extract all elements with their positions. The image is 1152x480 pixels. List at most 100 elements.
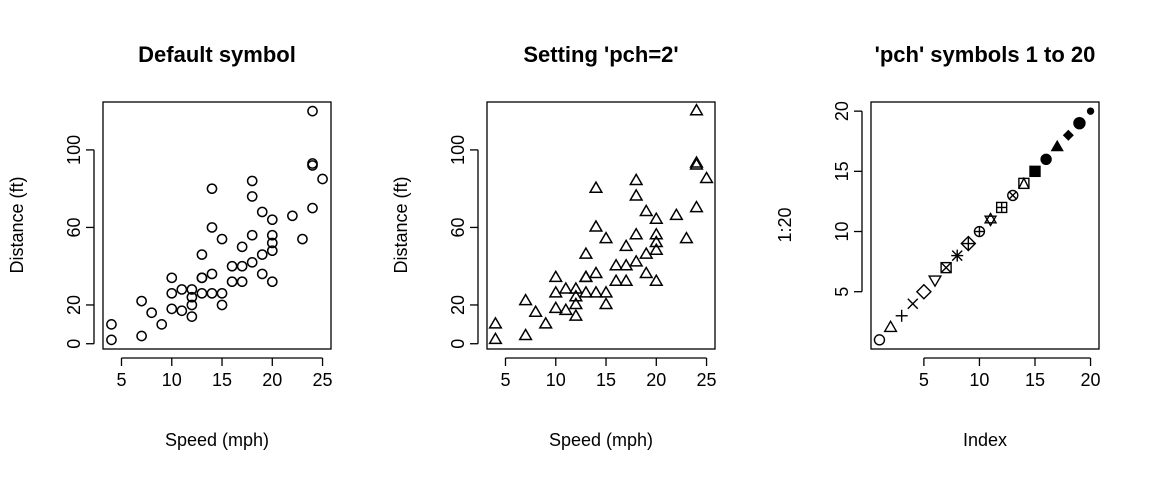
pch-1-point: [873, 334, 886, 346]
y-tick-label: 60: [448, 217, 468, 237]
data-point: [206, 268, 218, 280]
data-point: [196, 272, 208, 284]
y-tick-label: 60: [64, 217, 84, 237]
data-point: [236, 260, 248, 272]
panel-pch-symbols: 'pch' symbols 1 to 20 Index 1:20 5 10 15 20…: [775, 42, 1101, 450]
y-tick-label: 0: [64, 339, 84, 349]
data-point: [629, 227, 644, 240]
data-point: [176, 305, 188, 317]
data-point: [166, 287, 178, 299]
data-point: [639, 265, 654, 279]
pch-3-point: [895, 309, 908, 322]
data-point: [166, 303, 178, 315]
data-point: [568, 308, 584, 321]
x-axis: 5 10 15 20 25: [116, 357, 333, 390]
data-point: [307, 158, 318, 169]
x-tick-label: 25: [313, 370, 333, 390]
data-point: [236, 241, 248, 253]
x-tick-label: 20: [1081, 370, 1101, 390]
y-axis: 5 10 15 20: [832, 101, 863, 297]
data-points: [488, 103, 714, 345]
pch-8-point: [951, 249, 964, 262]
data-point: [689, 157, 704, 170]
chart-title: Default symbol: [138, 42, 296, 67]
data-point: [649, 273, 664, 287]
data-point: [649, 234, 664, 248]
y-axis-label: 1:20: [775, 207, 795, 242]
panel-pch-2: Setting 'pch=2' Speed (mph) Distance (ft…: [391, 42, 717, 450]
data-point: [689, 155, 704, 168]
x-tick-label: 15: [596, 370, 616, 390]
data-point: [156, 318, 168, 330]
y-tick-label: 10: [832, 222, 852, 242]
x-tick-label: 20: [646, 370, 666, 390]
data-point: [669, 207, 684, 221]
x-tick-label: 5: [116, 370, 126, 390]
y-tick-label: 20: [448, 295, 468, 315]
y-axis: 0 20 60 100: [448, 135, 479, 349]
pch-2-point: [883, 319, 898, 333]
data-point: [246, 229, 258, 241]
data-point: [186, 311, 198, 322]
data-point: [246, 256, 258, 268]
pch-14-point: [1018, 176, 1030, 190]
x-tick-label: 25: [697, 370, 717, 390]
data-point: [568, 281, 584, 294]
data-point: [629, 254, 644, 267]
data-point: [206, 222, 218, 233]
y-tick-label: 100: [448, 135, 468, 165]
x-axis-label: Index: [963, 430, 1007, 450]
x-axis: 5 10 15 20 25: [500, 357, 717, 390]
data-point: [196, 249, 208, 260]
x-tick-label: 15: [212, 370, 232, 390]
data-point: [689, 200, 704, 213]
plot-frame: [486, 101, 716, 350]
x-tick-label: 10: [162, 370, 182, 390]
data-point: [226, 260, 238, 272]
data-point: [216, 287, 228, 299]
x-axis: 5 10 15 20: [919, 357, 1101, 390]
pch-6-point: [927, 275, 943, 288]
y-axis-label: Distance (ft): [391, 176, 411, 273]
data-point: [618, 273, 634, 287]
data-point: [256, 206, 268, 218]
pch-10-point: [973, 225, 986, 238]
data-point: [639, 246, 654, 259]
pch-12-point: [995, 201, 1008, 214]
x-tick-label: 5: [919, 370, 929, 390]
pch-19-point: [1073, 116, 1086, 130]
x-axis-label: Speed (mph): [165, 430, 269, 450]
plot-frame: [870, 101, 1100, 350]
x-tick-label: 20: [262, 370, 282, 390]
data-point: [608, 258, 624, 271]
data-point: [186, 299, 198, 311]
data-point: [176, 284, 188, 295]
data-point: [287, 210, 298, 222]
data-point: [488, 331, 503, 345]
y-tick-label: 5: [832, 287, 852, 297]
data-point: [186, 284, 198, 295]
chart-title: Setting 'pch=2': [523, 42, 678, 67]
panel-default-symbol: Default symbol Speed (mph) Distance (ft)…: [7, 42, 333, 450]
data-point: [488, 316, 503, 329]
data-point: [106, 318, 117, 330]
data-point: [186, 291, 198, 303]
pch-17-point: [1050, 139, 1064, 152]
data-point: [588, 285, 604, 298]
data-point: [196, 287, 208, 299]
data-point: [588, 180, 604, 193]
y-axis-label: Distance (ft): [7, 176, 27, 273]
data-point: [598, 231, 614, 244]
data-point: [166, 272, 178, 284]
y-tick-label: 0: [448, 339, 468, 349]
pch-4-point: [907, 298, 919, 310]
data-point: [618, 258, 634, 271]
data-point: [618, 238, 634, 252]
data-point: [568, 289, 584, 302]
data-point: [639, 203, 654, 217]
data-point: [679, 231, 694, 244]
pch-16-point: [1040, 153, 1052, 165]
data-points: [873, 107, 1095, 346]
data-point: [699, 170, 714, 184]
x-tick-label: 5: [500, 370, 510, 390]
